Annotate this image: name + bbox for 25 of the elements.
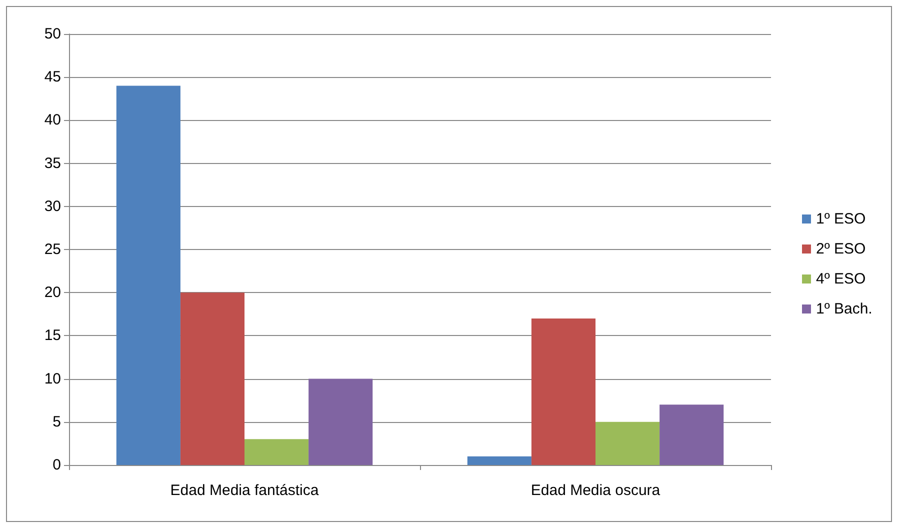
- bar: [116, 86, 180, 465]
- bar: [467, 456, 532, 465]
- y-tick-label: 10: [44, 370, 61, 388]
- bar: [244, 439, 309, 465]
- y-tick-label: 20: [44, 284, 61, 302]
- y-tick-label: 0: [52, 456, 61, 474]
- x-tick-label: Edad Media oscura: [530, 482, 661, 499]
- x-tick-label: Edad Media fantástica: [170, 482, 320, 499]
- legend-label: 4º ESO: [816, 270, 866, 288]
- y-tick-label: 5: [52, 413, 61, 430]
- y-tick-label: 45: [44, 68, 61, 86]
- y-tick-label: 15: [44, 327, 61, 344]
- y-tick-label: 40: [44, 112, 61, 129]
- y-tick-label: 30: [44, 198, 61, 215]
- bar: [596, 422, 660, 465]
- legend-label: 1º Bach.: [816, 300, 872, 318]
- bar: [180, 292, 244, 465]
- legend-label: 2º ESO: [816, 240, 866, 258]
- y-tick-label: 25: [44, 241, 61, 258]
- bar: [531, 318, 596, 465]
- bar: [660, 404, 724, 465]
- legend-label: 1º ESO: [816, 210, 866, 228]
- y-tick-label: 35: [44, 154, 61, 172]
- y-tick-label: 50: [44, 26, 61, 42]
- bar: [308, 378, 373, 465]
